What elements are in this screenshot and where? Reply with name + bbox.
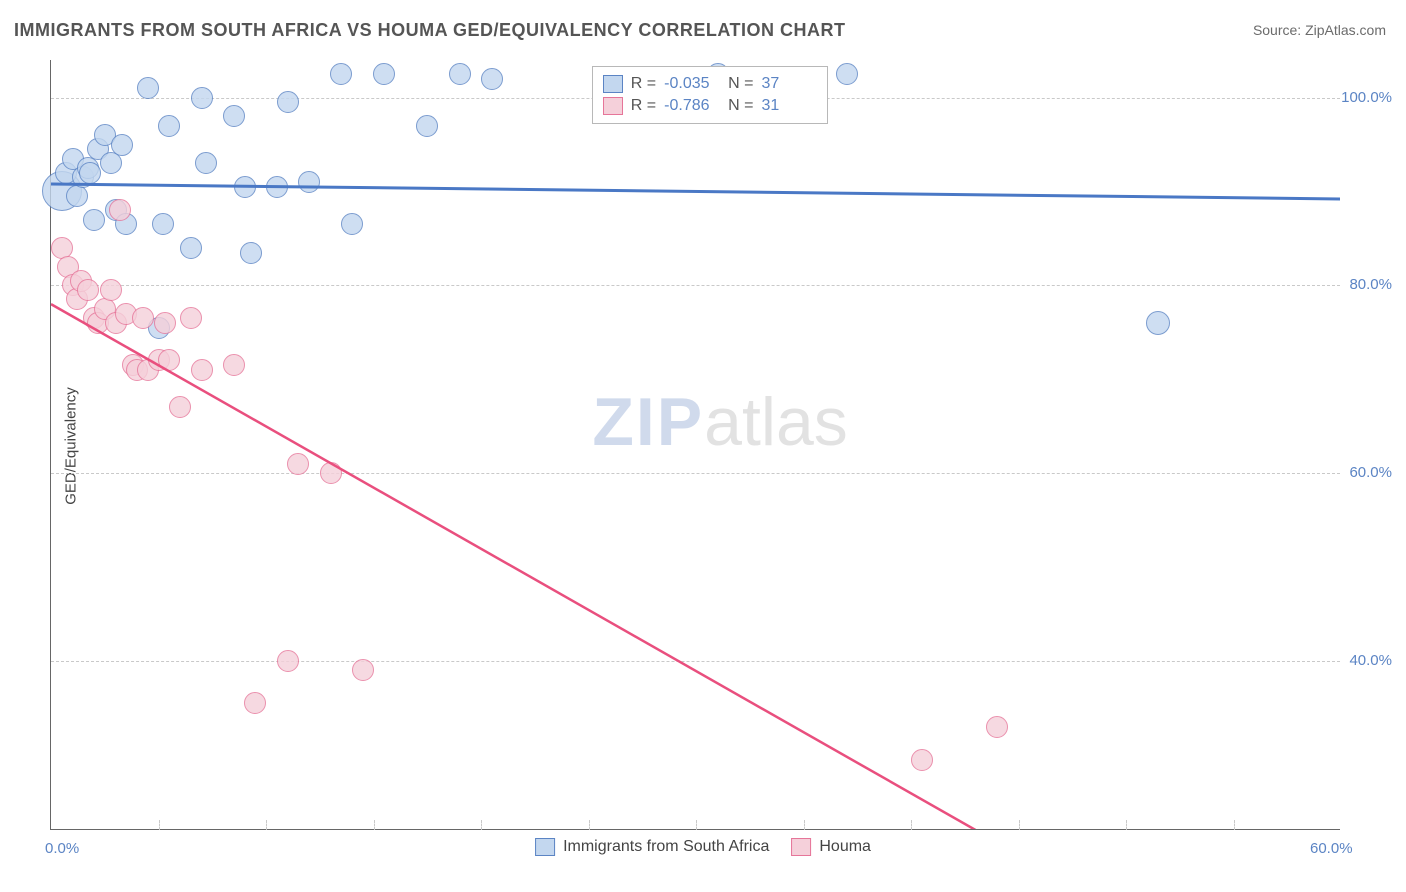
legend-label: Immigrants from South Africa xyxy=(563,838,769,856)
scatter-point-series-a xyxy=(152,213,174,235)
x-tick-mark xyxy=(911,820,912,830)
scatter-point-series-a xyxy=(111,134,133,156)
x-tick-mark xyxy=(374,820,375,830)
scatter-point-series-b xyxy=(180,307,202,329)
scatter-point-series-a xyxy=(277,91,299,113)
gridline-horizontal xyxy=(51,473,1340,474)
scatter-point-series-b xyxy=(352,659,374,681)
scatter-point-series-a xyxy=(481,68,503,90)
watermark-atlas: atlas xyxy=(704,384,848,460)
r-value: -0.786 xyxy=(664,97,720,115)
gridline-horizontal xyxy=(51,661,1340,662)
scatter-point-series-a xyxy=(137,77,159,99)
scatter-point-series-a xyxy=(195,152,217,174)
r-label: R = xyxy=(631,97,656,115)
scatter-point-series-a xyxy=(191,87,213,109)
scatter-point-series-a xyxy=(449,63,471,85)
scatter-point-series-a xyxy=(158,115,180,137)
scatter-point-series-a xyxy=(83,209,105,231)
x-tick-mark xyxy=(159,820,160,830)
n-value: 37 xyxy=(761,75,817,93)
watermark-zip: ZIP xyxy=(592,384,704,460)
scatter-point-series-a xyxy=(341,213,363,235)
n-label: N = xyxy=(728,75,753,93)
y-tick-label: 60.0% xyxy=(1349,464,1392,481)
chart-container: IMMIGRANTS FROM SOUTH AFRICA VS HOUMA GE… xyxy=(0,0,1406,892)
gridline-horizontal xyxy=(51,285,1340,286)
scatter-point-series-b xyxy=(287,453,309,475)
scatter-point-series-b xyxy=(77,279,99,301)
x-tick-mark xyxy=(589,820,590,830)
watermark: ZIPatlas xyxy=(592,383,847,461)
legend-swatch xyxy=(535,838,555,856)
x-tick-label: 60.0% xyxy=(1310,840,1353,857)
source-attribution: Source: ZipAtlas.com xyxy=(1253,22,1386,38)
scatter-point-series-a xyxy=(330,63,352,85)
scatter-point-series-a xyxy=(266,176,288,198)
scatter-point-series-b xyxy=(986,716,1008,738)
x-tick-mark xyxy=(1019,820,1020,830)
x-tick-mark xyxy=(1126,820,1127,830)
legend-stat-row: R = -0.786 N = 31 xyxy=(603,95,818,117)
scatter-point-series-b xyxy=(154,312,176,334)
scatter-point-series-b xyxy=(158,349,180,371)
scatter-point-series-a xyxy=(180,237,202,259)
legend-stat-row: R = -0.035 N = 37 xyxy=(603,73,818,95)
scatter-point-series-a xyxy=(223,105,245,127)
legend-swatch xyxy=(603,75,623,93)
r-value: -0.035 xyxy=(664,75,720,93)
scatter-point-series-b xyxy=(100,279,122,301)
scatter-point-series-b xyxy=(911,749,933,771)
scatter-point-series-b xyxy=(191,359,213,381)
scatter-point-series-a xyxy=(234,176,256,198)
x-tick-mark xyxy=(696,820,697,830)
scatter-point-series-b xyxy=(244,692,266,714)
scatter-point-series-a xyxy=(836,63,858,85)
plot-area: ZIPatlas xyxy=(50,60,1340,830)
scatter-point-series-b xyxy=(169,396,191,418)
legend-statistics: R = -0.035 N = 37 R = -0.786 N = 31 xyxy=(592,66,829,124)
scatter-point-series-a xyxy=(373,63,395,85)
legend-swatch xyxy=(603,97,623,115)
x-tick-mark xyxy=(481,820,482,830)
trendline xyxy=(51,304,976,829)
n-label: N = xyxy=(728,97,753,115)
scatter-point-series-a xyxy=(79,162,101,184)
n-value: 31 xyxy=(761,97,817,115)
scatter-point-series-a xyxy=(416,115,438,137)
x-tick-mark xyxy=(804,820,805,830)
bottom-legend: Immigrants from South Africa Houma xyxy=(535,838,871,856)
x-tick-mark xyxy=(266,820,267,830)
scatter-point-series-b xyxy=(109,199,131,221)
legend-item: Immigrants from South Africa xyxy=(535,838,769,856)
scatter-point-series-a xyxy=(100,152,122,174)
y-tick-label: 100.0% xyxy=(1341,89,1392,106)
y-tick-label: 80.0% xyxy=(1349,276,1392,293)
scatter-point-series-b xyxy=(320,462,342,484)
r-label: R = xyxy=(631,75,656,93)
x-tick-mark xyxy=(1234,820,1235,830)
x-tick-label: 0.0% xyxy=(45,840,79,857)
scatter-point-series-b xyxy=(277,650,299,672)
scatter-point-series-b xyxy=(132,307,154,329)
y-tick-label: 40.0% xyxy=(1349,652,1392,669)
scatter-point-series-b xyxy=(223,354,245,376)
legend-label: Houma xyxy=(819,838,871,856)
scatter-point-series-a xyxy=(240,242,262,264)
legend-swatch xyxy=(791,838,811,856)
legend-item: Houma xyxy=(791,838,871,856)
scatter-point-series-a xyxy=(1146,311,1170,335)
scatter-point-series-a xyxy=(298,171,320,193)
chart-title: IMMIGRANTS FROM SOUTH AFRICA VS HOUMA GE… xyxy=(14,20,846,41)
scatter-point-series-a xyxy=(66,185,88,207)
